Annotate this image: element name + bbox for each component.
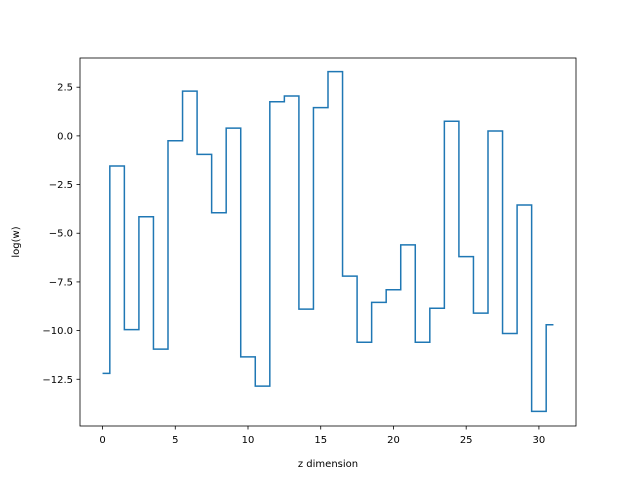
axes-frame — [79, 57, 577, 427]
y-tick-label: −7.5 — [49, 277, 73, 288]
x-tick-label: 20 — [387, 435, 400, 446]
x-axis-label: z dimension — [298, 459, 358, 470]
x-tick-label: 0 — [99, 435, 105, 446]
x-tick-label: 25 — [460, 435, 473, 446]
x-tick-label: 30 — [533, 435, 546, 446]
x-tick-label: 10 — [242, 435, 255, 446]
y-tick-label: −5.0 — [49, 229, 73, 240]
ticks-layer: 0 5 10 15 20 25 30 2.5 0.0 −2.5 −5.0 −7.5 −10.0 −12.5 — [42, 83, 545, 446]
y-tick-label: 0.0 — [57, 131, 73, 142]
plot-area — [80, 58, 576, 426]
y-tick-label: 2.5 — [57, 83, 73, 94]
series-step-line — [102, 70, 554, 413]
y-axis-label: log(w) — [11, 226, 22, 257]
x-tick-label: 5 — [172, 435, 178, 446]
series-layer — [102, 70, 554, 413]
x-tick-label: 15 — [314, 435, 327, 446]
y-tick-label: −2.5 — [49, 180, 73, 191]
y-tick-label: −10.0 — [42, 326, 73, 337]
y-tick-label: −12.5 — [42, 375, 73, 386]
